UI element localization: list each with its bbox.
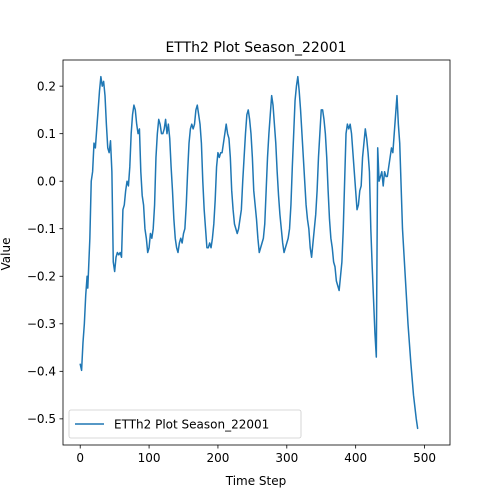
legend: ETTh2 Plot Season_22001 — [68, 409, 302, 439]
y-axis-label: Value — [0, 238, 13, 271]
y-tick-label: 0.0 — [37, 175, 56, 189]
y-tick-label: −0.5 — [27, 412, 56, 426]
plot-content — [79, 75, 419, 430]
series-line-0 — [79, 75, 419, 430]
legend-box — [68, 409, 302, 439]
y-tick-label: −0.4 — [27, 365, 56, 379]
y-tick-label: −0.1 — [27, 222, 56, 236]
y-tick-label: 0.2 — [37, 79, 56, 93]
plot-area — [63, 60, 450, 445]
x-axis-label: Time Step — [225, 474, 287, 488]
x-tick-label: 100 — [138, 451, 161, 465]
legend-label: ETTh2 Plot Season_22001 — [114, 418, 269, 432]
x-tick-label: 500 — [413, 451, 436, 465]
plot-frame — [62, 59, 451, 446]
chart-title: ETTh2 Plot Season_22001 — [165, 40, 346, 56]
x-tick-label: 200 — [206, 451, 229, 465]
x-tick-label: 0 — [76, 451, 84, 465]
y-tick-label: −0.3 — [27, 317, 56, 331]
y-tick-label: −0.2 — [27, 270, 56, 284]
x-axis: 0 100 200 300 400 500 — [76, 445, 436, 465]
y-axis: 0.2 0.1 0.0 −0.1 −0.2 −0.3 −0.4 −0.5 — [27, 79, 63, 426]
y-tick-label: 0.1 — [37, 127, 56, 141]
x-tick-label: 300 — [275, 451, 298, 465]
x-tick-label: 400 — [344, 451, 367, 465]
